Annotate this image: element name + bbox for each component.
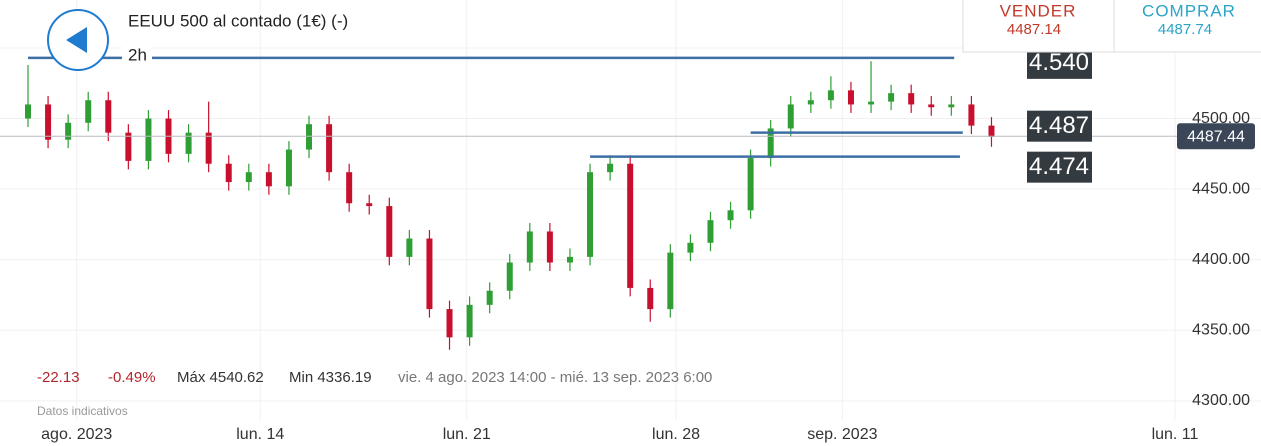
candle-body — [65, 122, 72, 140]
y-tick-label: 4500.00 — [1192, 110, 1250, 127]
candle-body — [386, 206, 393, 257]
candle-body — [45, 104, 52, 140]
candle-body — [627, 163, 634, 288]
candle-body — [285, 149, 292, 187]
candle-body — [667, 252, 674, 310]
max: Máx 4540.62 — [177, 369, 264, 386]
quote-box — [962, 0, 1261, 53]
last-price-label: 4487.44 — [1187, 129, 1245, 146]
y-tick-label: 4350.00 — [1192, 321, 1250, 338]
candle-body — [125, 132, 132, 161]
candle-body — [546, 231, 553, 263]
drawn-line-label: 4.540 — [1029, 49, 1089, 76]
candle-body — [607, 163, 614, 173]
candle-body — [928, 104, 935, 108]
candle-body — [446, 309, 453, 338]
y-tick-label: 4400.00 — [1192, 251, 1250, 268]
drawn-line-box — [1027, 110, 1092, 142]
date-range: vie. 4 ago. 2023 14:00 - mié. 13 sep. 20… — [398, 369, 712, 386]
candle-body — [406, 238, 413, 257]
candle-body — [105, 100, 112, 133]
candle-body — [827, 90, 834, 101]
drawn-line-label: 4.487 — [1029, 112, 1089, 139]
change-pct: -0.49% — [108, 369, 156, 386]
candle-body — [908, 93, 915, 105]
candle-body — [727, 210, 734, 221]
x-tick-label: ago. 2023 — [41, 426, 112, 443]
candle-body — [566, 256, 573, 263]
candle-body — [25, 104, 31, 119]
drawn-line-box — [1027, 151, 1092, 183]
candle-body — [185, 132, 192, 154]
candle-body — [948, 104, 955, 108]
sell-price[interactable]: 4487.14 — [1007, 21, 1061, 38]
buy-label[interactable]: COMPRAR — [1142, 1, 1236, 20]
candle-body — [767, 128, 774, 159]
drawn-line-label: 4.474 — [1029, 153, 1089, 180]
candle-body — [245, 172, 252, 183]
x-tick-label: lun. 21 — [443, 426, 491, 443]
min: Min 4336.19 — [289, 369, 372, 386]
candle-body — [225, 163, 232, 183]
sell-label[interactable]: VENDER — [1000, 1, 1077, 20]
candle-body — [587, 172, 594, 257]
candle-body — [506, 262, 513, 291]
buy-price[interactable]: 4487.74 — [1158, 21, 1212, 38]
candle-body — [707, 220, 714, 243]
mark-layer — [0, 56, 1178, 350]
candle-body — [747, 158, 754, 211]
note: Datos indicativos — [37, 404, 128, 418]
overlay-layer: EEUU 500 al contado (1€) (-) 2h -22.13 -… — [37, 9, 1255, 443]
candle-body — [306, 124, 313, 150]
candle-body — [326, 124, 333, 173]
candle-body — [968, 104, 975, 126]
grid-layer — [0, 0, 1261, 420]
x-tick-label: lun. 14 — [236, 426, 284, 443]
drawn-line-box — [1027, 47, 1092, 79]
candle-body — [466, 304, 473, 338]
candle-body — [787, 104, 794, 129]
candle-body — [366, 203, 373, 207]
back-arrow — [66, 27, 87, 53]
candle-body — [807, 100, 814, 105]
candle-body — [205, 132, 212, 164]
candle-body — [647, 287, 654, 310]
y-tick-label: 4450.00 — [1192, 180, 1250, 197]
candle-body — [85, 100, 92, 123]
candle-body — [486, 290, 493, 305]
candle-body — [265, 172, 272, 187]
candle-body — [687, 242, 694, 253]
candle-body — [526, 231, 533, 263]
candle-body — [346, 172, 353, 204]
interval-bg — [122, 44, 152, 66]
candle-body — [426, 238, 433, 310]
candle-body — [868, 101, 875, 105]
x-tick-label: lun. 28 — [652, 426, 700, 443]
last-price-box — [1177, 123, 1255, 150]
x-tick-label: sep. 2023 — [807, 426, 877, 443]
change: -22.13 — [37, 369, 80, 386]
candle-body — [988, 125, 995, 137]
instrument-title: EEUU 500 al contado (1€) (-) — [128, 11, 348, 30]
interval: 2h — [128, 45, 147, 64]
candle-body — [145, 118, 152, 161]
candle-body — [888, 93, 895, 102]
x-tick-label: lun. 11 — [1152, 426, 1199, 443]
quote-panel: VENDER 4487.14 COMPRAR 4487.74 — [962, 0, 1261, 53]
y-tick-label: 4300.00 — [1192, 392, 1250, 409]
candle-body — [847, 90, 854, 105]
